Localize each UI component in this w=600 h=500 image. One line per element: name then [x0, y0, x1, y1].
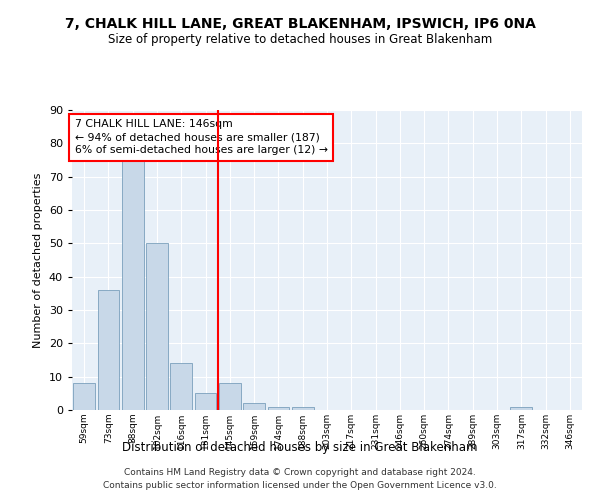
Bar — [170, 364, 192, 410]
Bar — [292, 406, 314, 410]
Text: Size of property relative to detached houses in Great Blakenham: Size of property relative to detached ho… — [108, 32, 492, 46]
Bar — [122, 160, 143, 410]
Bar — [73, 384, 95, 410]
Text: Distribution of detached houses by size in Great Blakenham: Distribution of detached houses by size … — [122, 441, 478, 454]
Bar — [97, 290, 119, 410]
Bar — [511, 406, 532, 410]
Text: 7, CHALK HILL LANE, GREAT BLAKENHAM, IPSWICH, IP6 0NA: 7, CHALK HILL LANE, GREAT BLAKENHAM, IPS… — [65, 18, 535, 32]
Bar — [243, 404, 265, 410]
Text: Contains public sector information licensed under the Open Government Licence v3: Contains public sector information licen… — [103, 480, 497, 490]
Y-axis label: Number of detached properties: Number of detached properties — [33, 172, 43, 348]
Bar — [268, 406, 289, 410]
Bar — [146, 244, 168, 410]
Bar — [219, 384, 241, 410]
Text: Contains HM Land Registry data © Crown copyright and database right 2024.: Contains HM Land Registry data © Crown c… — [124, 468, 476, 477]
Bar — [194, 394, 217, 410]
Text: 7 CHALK HILL LANE: 146sqm
← 94% of detached houses are smaller (187)
6% of semi-: 7 CHALK HILL LANE: 146sqm ← 94% of detac… — [74, 119, 328, 156]
